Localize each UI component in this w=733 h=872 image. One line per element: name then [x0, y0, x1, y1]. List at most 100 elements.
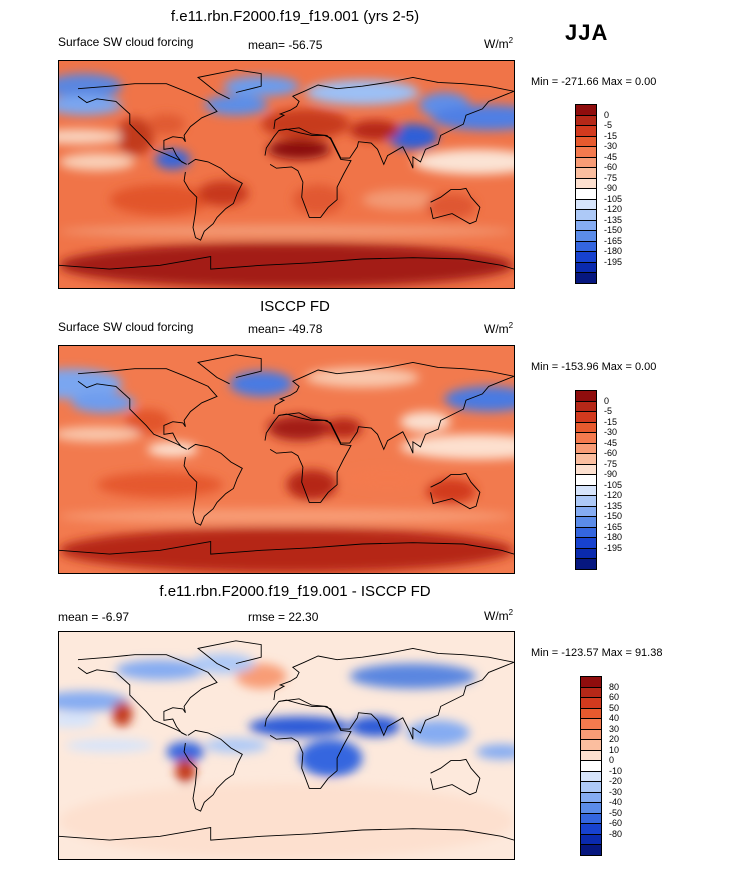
- field-anomaly: [229, 371, 293, 397]
- coastline: [196, 354, 262, 385]
- panel-3-units: W/m2: [484, 608, 514, 623]
- colorbar-tick-label: -5: [604, 406, 613, 416]
- field-anomaly: [267, 415, 331, 441]
- colorbar-tick-label: -30: [604, 141, 618, 151]
- field-anomaly: [292, 184, 344, 215]
- coastline: [430, 472, 481, 510]
- colorbar-box: [575, 558, 597, 570]
- coastline: [264, 127, 352, 218]
- field-anomaly: [59, 426, 142, 442]
- panel-1-units: W/m2: [484, 36, 514, 51]
- field-anomaly: [286, 469, 338, 500]
- coastline: [196, 69, 262, 100]
- colorbar-tick-label: -165: [604, 235, 623, 246]
- field-anomaly: [431, 105, 514, 131]
- field-anomaly: [59, 527, 514, 573]
- colorbar-tick-label: -30: [604, 427, 618, 437]
- coastline: [430, 758, 481, 796]
- panel-2-units: W/m2: [484, 321, 514, 336]
- colorbar-tick-label: 80: [609, 681, 620, 692]
- field-anomaly: [198, 180, 249, 207]
- field-anomaly: [59, 242, 514, 288]
- panel-2-variable-label: Surface SW cloud forcing: [58, 320, 194, 334]
- field-anomaly: [147, 441, 199, 457]
- field-anomaly: [96, 472, 224, 498]
- panel-2-map: [58, 345, 515, 574]
- colorbar-tick-label: -10: [609, 765, 623, 776]
- panel-2-title: ISCCP FD: [260, 298, 330, 315]
- panel-2-minmax: Min = -153.96 Max = 0.00: [531, 361, 657, 373]
- colorbar-tick-label: -120: [604, 490, 623, 500]
- field-anomaly: [59, 508, 514, 524]
- field-anomaly: [349, 716, 401, 737]
- coastline: [430, 187, 481, 225]
- colorbar-tick-label: -50: [609, 807, 623, 818]
- field-anomaly: [305, 367, 420, 388]
- colorbar-tick-label: -75: [604, 172, 618, 183]
- colorbar-tick-label: 50: [609, 702, 620, 713]
- panel-1-variable-label: Surface SW cloud forcing: [58, 35, 194, 49]
- colorbar-tick-label: -120: [604, 204, 623, 214]
- field-anomaly: [59, 691, 129, 712]
- colorbar-tick-label: 20: [609, 734, 620, 744]
- panel-3-title: f.e11.rbn.F2000.f19_f19.001 - ISCCP FD: [159, 583, 431, 600]
- panel-3-mean-label: mean = -6.97: [58, 610, 130, 624]
- field-anomaly: [400, 411, 451, 432]
- colorbar-tick-label: 30: [609, 723, 620, 734]
- field-anomaly: [59, 153, 135, 171]
- field-anomaly: [349, 120, 401, 141]
- field-anomaly: [248, 716, 350, 737]
- colorbar-tick-label: 10: [609, 744, 620, 755]
- colorbar-tick-label: -60: [609, 818, 623, 828]
- field-anomaly: [59, 73, 123, 99]
- field-anomaly: [59, 129, 123, 145]
- coastline: [77, 83, 218, 165]
- colorbar-tick-label: -15: [604, 130, 618, 141]
- colorbar-tick-label: 60: [609, 692, 620, 702]
- colorbar-tick-label: -30: [609, 786, 623, 797]
- field-anomaly: [299, 739, 363, 778]
- colorbar-tick-label: -75: [604, 458, 618, 469]
- field-anomaly: [406, 720, 470, 746]
- field-anomaly: [59, 783, 514, 859]
- field-anomaly: [65, 739, 154, 752]
- colorbar-tick-label: -90: [604, 183, 618, 193]
- panel-1-map-field: [59, 61, 514, 288]
- colorbar-tick-label: -15: [604, 416, 618, 427]
- panel-3-colorbar: 80 60 50 40 30 20 10 0 -10 -20 -30 -40 -50 -60 -80: [580, 676, 640, 856]
- field-anomaly: [444, 386, 514, 412]
- coastline: [77, 368, 218, 450]
- panel-1-minmax: Min = -271.66 Max = 0.00: [531, 76, 657, 88]
- field-anomaly: [191, 653, 255, 674]
- field-anomaly: [425, 478, 477, 504]
- coastline: [77, 654, 218, 736]
- colorbar-box: [580, 844, 602, 856]
- field-anomaly: [166, 741, 205, 762]
- panel-3-map: [58, 631, 515, 860]
- panel-1-colorbar: 0 -5 -15 -30 -45 -60 -75 -90 -105 -120 -135 -150 -16…: [575, 104, 635, 284]
- colorbar-tick-label: -80: [609, 828, 623, 839]
- field-anomaly: [155, 149, 191, 170]
- colorbar-tick-label: -5: [604, 120, 613, 130]
- colorbar-tick-label: -135: [604, 214, 623, 225]
- colorbar-tick-label: -135: [604, 500, 623, 511]
- field-anomaly: [109, 184, 211, 215]
- colorbar-tick-label: 40: [609, 713, 620, 723]
- coastline: [59, 826, 514, 841]
- coastline: [264, 412, 352, 503]
- field-anomaly: [112, 701, 133, 727]
- coastline: [183, 729, 243, 812]
- field-anomaly: [115, 659, 205, 680]
- coastline: [183, 158, 243, 241]
- field-anomaly: [349, 663, 477, 689]
- coastline: [183, 443, 243, 526]
- field-anomaly: [305, 79, 420, 106]
- colorbar-tick-label: -150: [604, 511, 623, 521]
- colorbar-tick-label: -60: [604, 448, 618, 458]
- field-anomaly: [261, 108, 350, 140]
- panel-2-map-field: [59, 346, 514, 573]
- colorbar-tick-label: -180: [604, 246, 623, 256]
- coastline: [59, 255, 514, 270]
- colorbar-tick-label: -105: [604, 479, 623, 490]
- coastline: [273, 76, 514, 169]
